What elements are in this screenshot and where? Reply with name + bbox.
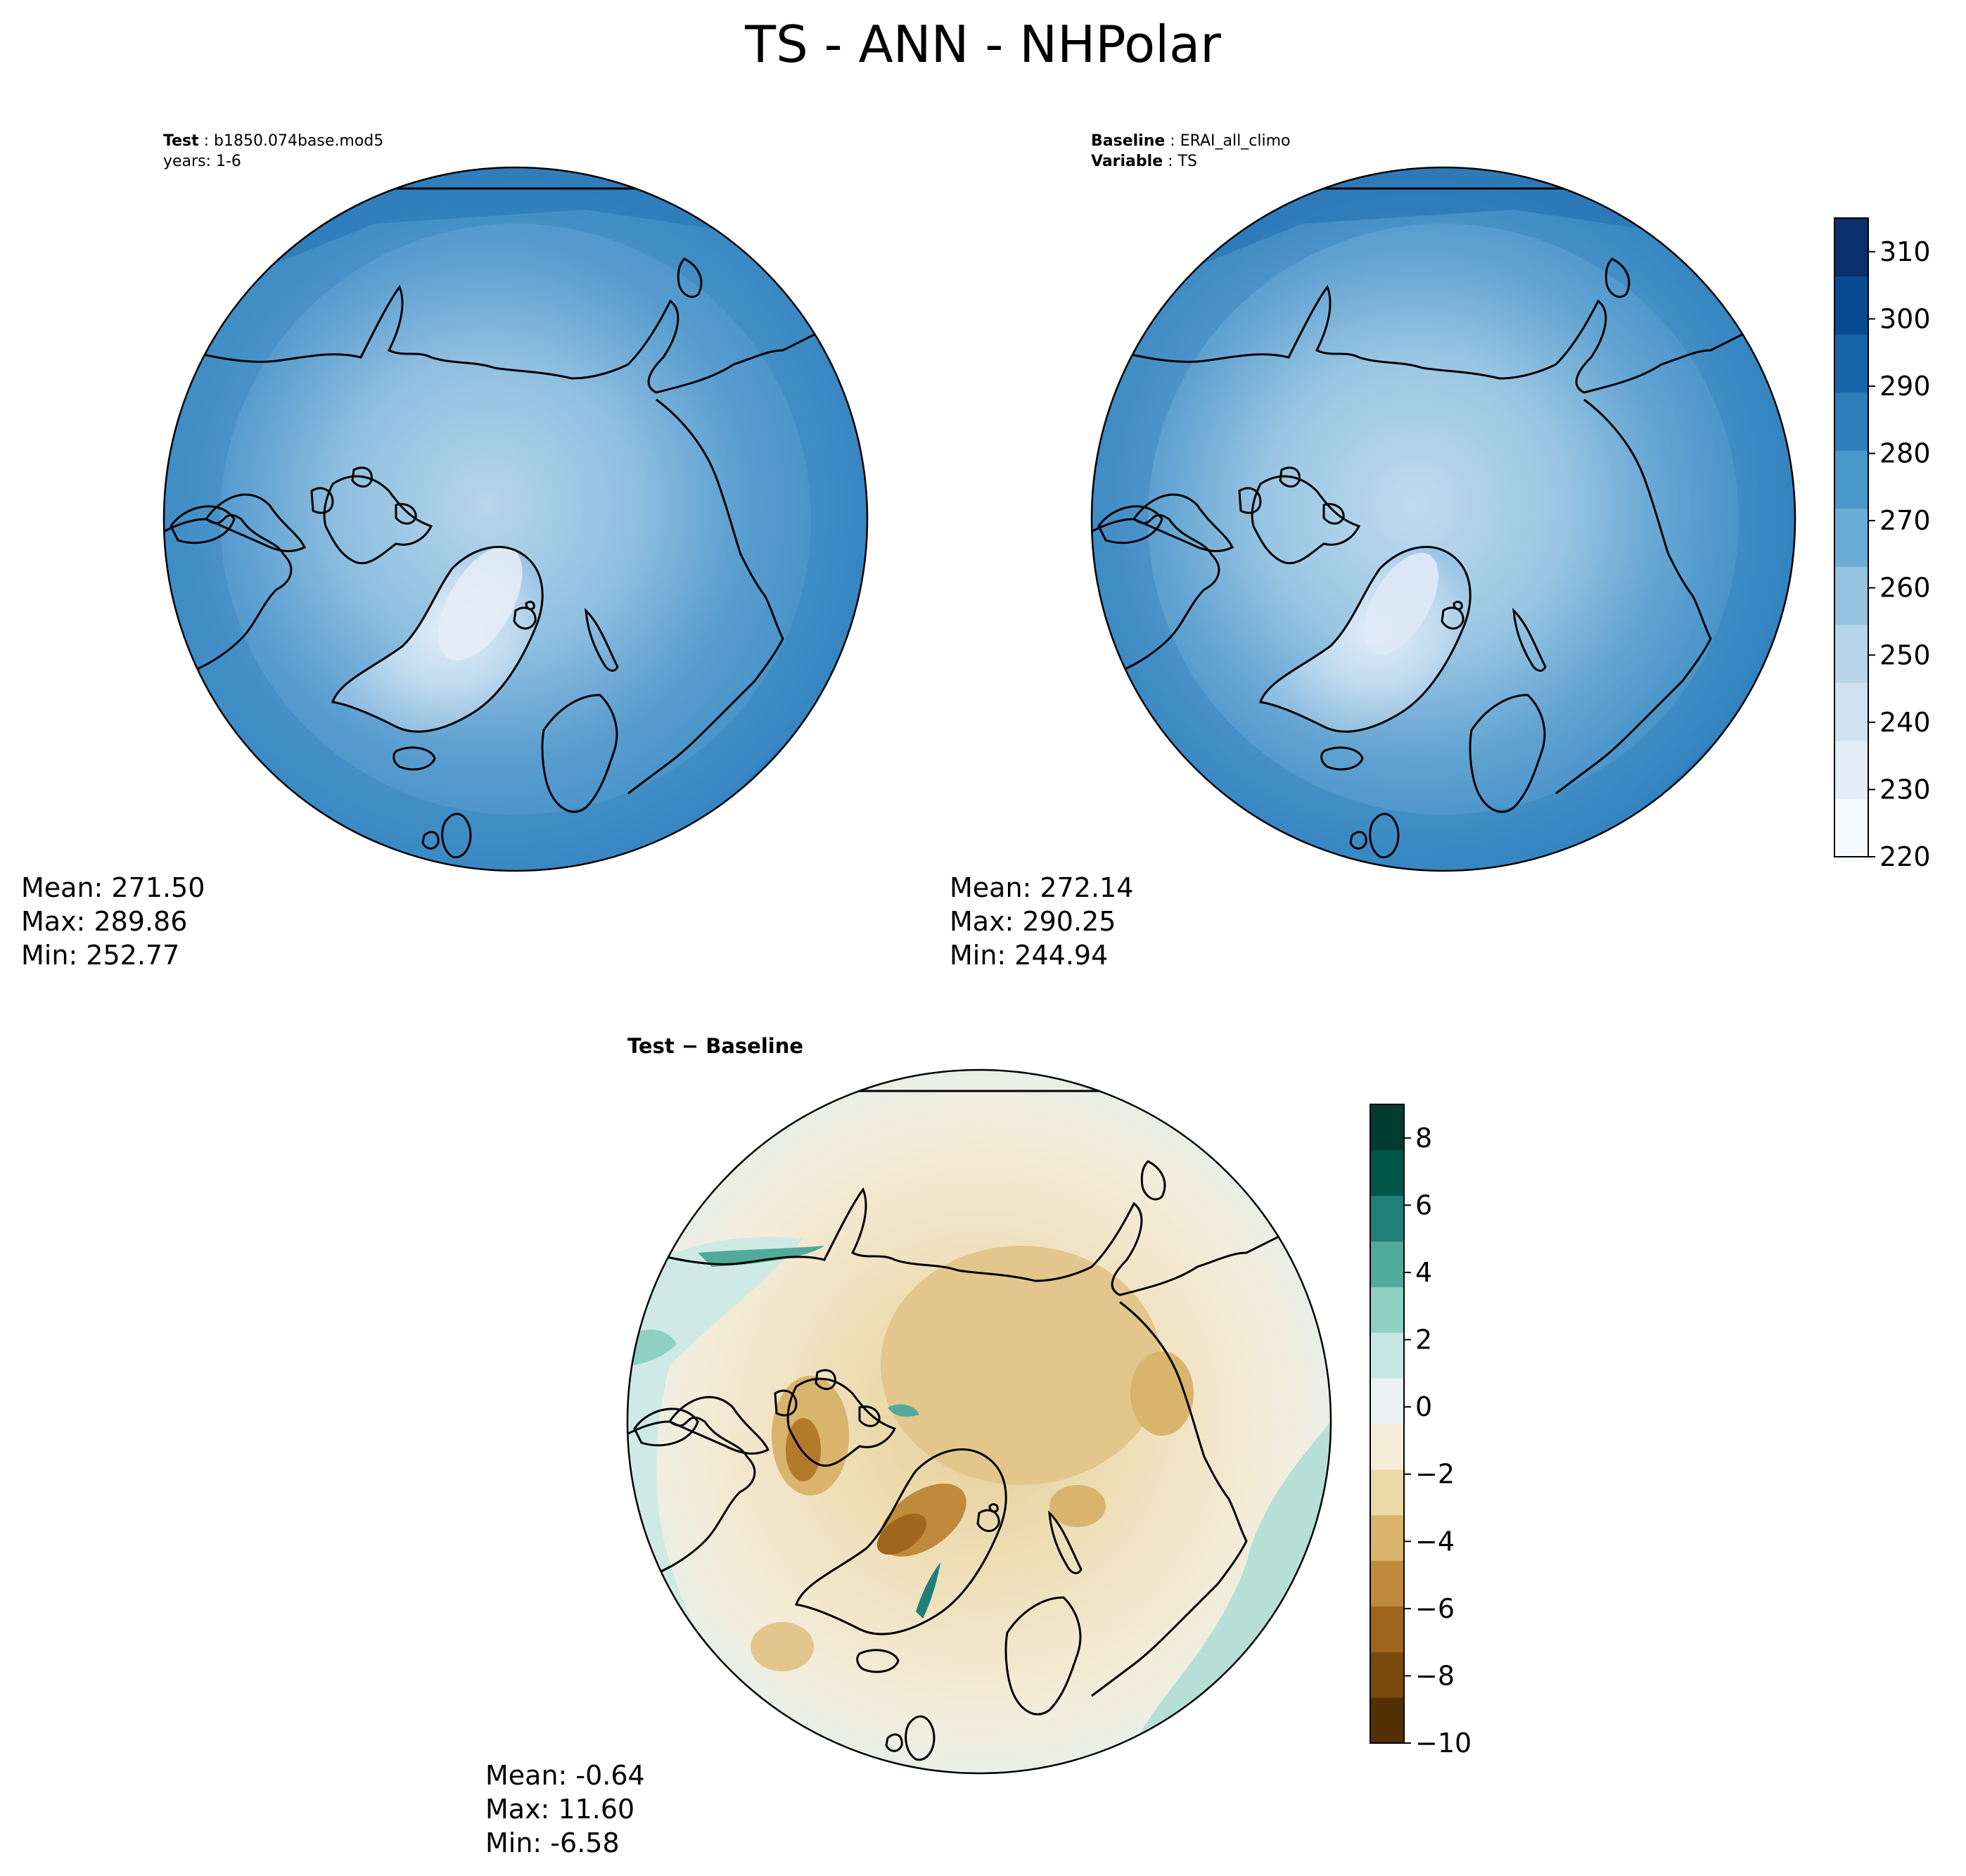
test-mean: Mean: 271.50 bbox=[21, 872, 205, 903]
colorbar-tick-label: 290 bbox=[1879, 371, 1931, 402]
colorbar-segment bbox=[1834, 508, 1868, 567]
test-label: Test bbox=[163, 132, 199, 150]
colorbar-segment bbox=[1370, 1560, 1404, 1607]
difference-map-boundary bbox=[626, 1068, 1332, 1775]
colorbar-segment bbox=[1370, 1697, 1404, 1744]
test-stats: Mean: 271.50 Max: 289.86 Min: 252.77 bbox=[21, 871, 205, 972]
test-case-line: Test : b1850.074base.mod5 bbox=[163, 132, 384, 150]
colorbar-tick-label: 240 bbox=[1879, 707, 1931, 738]
colorbar-frame bbox=[1370, 1104, 1405, 1744]
colorbar-segment bbox=[1834, 450, 1868, 509]
colorbar-segment bbox=[1834, 334, 1868, 393]
difference-mean: Mean: -0.64 bbox=[485, 1760, 645, 1791]
colorbar-segment bbox=[1370, 1378, 1404, 1424]
test-polar-map bbox=[162, 166, 869, 872]
baseline-case-line: Baseline : ERAI_all_climo bbox=[1091, 132, 1291, 150]
colorbar-segment bbox=[1370, 1241, 1404, 1287]
difference-polar-map bbox=[626, 1068, 1332, 1775]
colorbar-segment bbox=[1834, 740, 1868, 799]
difference-min: Min: -6.58 bbox=[485, 1827, 620, 1858]
test-case-name: b1850.074base.mod5 bbox=[214, 132, 384, 150]
colorbar-tick-label: 2 bbox=[1415, 1325, 1432, 1355]
colorbar-tick-label: 270 bbox=[1879, 505, 1931, 536]
colorbar-tick-label: 8 bbox=[1415, 1123, 1432, 1154]
colorbar-segment bbox=[1834, 624, 1868, 683]
baseline-variable-line: Variable : TS bbox=[1091, 153, 1197, 170]
difference-max: Max: 11.60 bbox=[485, 1794, 635, 1825]
colorbar-tick-label: −6 bbox=[1415, 1593, 1455, 1624]
test-map-boundary bbox=[162, 166, 869, 872]
colorbar-segment bbox=[1834, 392, 1868, 451]
baseline-stats: Mean: 272.14 Max: 290.25 Min: 244.94 bbox=[950, 871, 1133, 972]
colorbar-tick-label: −8 bbox=[1415, 1660, 1455, 1691]
baseline-mean: Mean: 272.14 bbox=[950, 872, 1134, 903]
colorbar-segment bbox=[1370, 1104, 1404, 1151]
test-header: Test : b1850.074base.mod5 years: 1-6 bbox=[163, 131, 383, 172]
colorbar-frame bbox=[1834, 217, 1869, 857]
colorbar-tick-label: 230 bbox=[1879, 774, 1931, 805]
colorbar-segment bbox=[1370, 1195, 1404, 1242]
colorbar-segment bbox=[1370, 1514, 1404, 1562]
colorbar-segment bbox=[1370, 1149, 1404, 1197]
figure-title: TS - ANN - NHPolar bbox=[745, 15, 1221, 74]
colorbar-segment bbox=[1834, 798, 1868, 857]
difference-stats: Mean: -0.64 Max: 11.60 Min: -6.58 bbox=[485, 1759, 645, 1860]
colorbar-tick-label: −10 bbox=[1415, 1728, 1472, 1759]
colorbar-segment bbox=[1370, 1287, 1404, 1333]
colorbar-tick-label: 4 bbox=[1415, 1257, 1432, 1288]
colorbar-segment bbox=[1370, 1424, 1404, 1470]
colorbar-tick-label: 260 bbox=[1879, 573, 1931, 604]
colorbar-segment bbox=[1370, 1469, 1404, 1516]
colorbar-tick-label: 0 bbox=[1415, 1391, 1432, 1422]
difference-title: Test − Baseline bbox=[627, 1034, 804, 1058]
baseline-label: Baseline bbox=[1091, 132, 1166, 150]
colorbar-tick-label: 250 bbox=[1879, 639, 1931, 670]
colorbar-tick-label: 280 bbox=[1879, 438, 1931, 469]
colorbar-tick-label: 300 bbox=[1879, 303, 1931, 334]
test-years: years: 1-6 bbox=[163, 153, 241, 170]
colorbar-tick-label: 310 bbox=[1879, 236, 1931, 267]
colorbar-segment bbox=[1834, 218, 1868, 277]
main-colorbar: 220 230 240 250 260 270 280 290 300 310 bbox=[1834, 217, 1931, 872]
colorbar-segment bbox=[1834, 682, 1868, 741]
variable-name: TS bbox=[1177, 153, 1197, 170]
colorbar-segment bbox=[1834, 566, 1868, 625]
baseline-header: Baseline : ERAI_all_climo Variable : TS bbox=[1091, 131, 1290, 172]
baseline-case-name: ERAI_all_climo bbox=[1180, 132, 1291, 150]
colorbar-tick-label: 6 bbox=[1415, 1189, 1432, 1220]
colorbar-segment bbox=[1834, 276, 1868, 335]
baseline-polar-map bbox=[1090, 166, 1796, 872]
colorbar-segment bbox=[1370, 1332, 1404, 1379]
colorbar-segment bbox=[1370, 1652, 1404, 1698]
test-max: Max: 289.86 bbox=[21, 906, 188, 937]
variable-label: Variable bbox=[1091, 153, 1163, 170]
colorbar-tick-label: −4 bbox=[1415, 1526, 1455, 1557]
baseline-max: Max: 290.25 bbox=[950, 906, 1116, 937]
baseline-map-boundary bbox=[1090, 166, 1796, 872]
colorbar-tick-label: 220 bbox=[1879, 841, 1931, 872]
baseline-min: Min: 244.94 bbox=[950, 940, 1109, 971]
test-min: Min: 252.77 bbox=[21, 940, 180, 971]
colorbar-tick-label: −2 bbox=[1415, 1459, 1455, 1490]
difference-colorbar: −10 −8 −6 −4 −2 0 2 4 6 8 bbox=[1370, 1104, 1472, 1759]
colorbar-segment bbox=[1370, 1606, 1404, 1652]
